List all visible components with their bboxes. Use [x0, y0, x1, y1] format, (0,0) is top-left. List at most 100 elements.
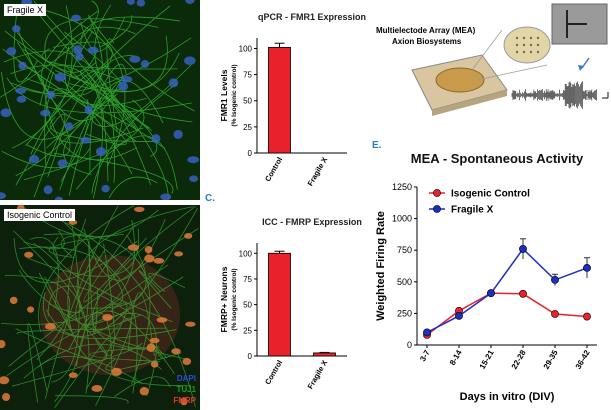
- neurite-fiber: [16, 32, 98, 73]
- cell-nucleus: [57, 159, 68, 168]
- cell-nucleus: [73, 45, 83, 55]
- neurite-fiber: [27, 323, 48, 403]
- y-tick-label: 750: [397, 245, 412, 255]
- neurite-fiber: [45, 205, 119, 399]
- neurite-fiber: [11, 342, 143, 387]
- cell-nucleus: [129, 55, 141, 63]
- neurite-fiber: [33, 55, 135, 198]
- mea-title-line2: Axion Biosystems: [392, 37, 462, 46]
- cell-nucleus: [150, 361, 159, 368]
- neurite-fiber: [59, 63, 127, 190]
- y-axis-label: FMRP+ Neurons: [219, 266, 229, 332]
- cell-nucleus: [0, 192, 6, 200]
- legend-marker: [433, 205, 441, 213]
- x-tick-label: Fragile X: [306, 156, 330, 188]
- neurite-fiber: [80, 17, 126, 52]
- neurite-fiber: [41, 48, 178, 70]
- neurite-fiber: [91, 82, 178, 194]
- x-tick-label: 3-7: [418, 348, 432, 363]
- neurite-fiber: [45, 208, 198, 337]
- y-axis-sublabel: (% Isogenic control): [231, 64, 238, 126]
- y-tick-label: 0: [248, 352, 253, 361]
- cell-nucleus: [156, 317, 168, 323]
- neurite-fiber: [52, 216, 196, 407]
- neurite-fiber: [55, 214, 124, 306]
- fragile-x-micrograph: Fragile X: [0, 0, 200, 200]
- neurite-fiber: [54, 317, 132, 408]
- cell-nucleus: [118, 81, 128, 92]
- data-point: [583, 312, 591, 321]
- neurite-fiber: [47, 285, 136, 317]
- cell-nucleus: [128, 244, 139, 251]
- chart-title: ICC - FMRP Expression: [262, 217, 362, 227]
- data-point: [487, 289, 495, 298]
- fragile-x-label: Fragile X: [4, 4, 47, 16]
- cell-nucleus: [173, 129, 183, 139]
- neurite-fiber: [86, 264, 169, 332]
- bar: [268, 47, 291, 154]
- neurite-fiber: [87, 75, 109, 182]
- neurite-fiber: [127, 292, 155, 357]
- neurite-fiber: [148, 273, 186, 292]
- cell-nucleus: [18, 61, 27, 70]
- x-tick-label: 22-28: [510, 348, 528, 371]
- neurite-fiber: [51, 208, 80, 383]
- neurite-fiber: [114, 376, 171, 398]
- y-tick-label: 1250: [392, 182, 412, 192]
- qpcr-chart: qPCR - FMR1 Expression 0 25 50 75 100 FMR1 Lev…: [219, 12, 366, 188]
- cell-nucleus: [0, 376, 10, 385]
- cell-nucleus: [91, 385, 103, 392]
- cell-nucleus: [140, 59, 150, 68]
- cell-nucleus: [43, 185, 53, 195]
- neurite-fiber: [11, 5, 73, 149]
- y-tick-label: 100: [239, 249, 253, 258]
- mea-line-chart: MEA - Spontaneous Activity 0 250 500 750 1000…: [375, 151, 597, 403]
- cell-nucleus: [185, 321, 196, 327]
- isogenic-control-micrograph-art: [0, 205, 200, 410]
- series-line: [426, 247, 588, 334]
- neurite-fiber: [44, 18, 159, 60]
- isogenic-control-micrograph: Isogenic Control DAPI TUJ1 FMRP: [0, 205, 200, 410]
- neurite-fiber: [33, 242, 90, 394]
- cell-nucleus: [182, 357, 192, 366]
- cell-nucleus: [28, 155, 40, 164]
- y-tick-label: 75: [243, 71, 252, 80]
- cell-nucleus: [15, 87, 27, 94]
- cell-nucleus: [187, 156, 200, 164]
- x-tick-label: Control: [263, 359, 284, 387]
- stain-dapi: DAPI: [176, 374, 196, 383]
- cell-nucleus: [44, 323, 56, 330]
- cell-nucleus: [136, 0, 146, 7]
- cell-nucleus: [180, 397, 188, 406]
- neurite-fiber: [13, 13, 38, 83]
- y-tick-label: 25: [243, 326, 252, 335]
- chart-title: MEA - Spontaneous Activity: [411, 151, 584, 166]
- cell-nucleus: [6, 47, 17, 56]
- neurite-fiber: [38, 356, 143, 385]
- x-tick-label: 29-35: [542, 348, 560, 371]
- cell-nucleus: [184, 56, 196, 66]
- neurite-fiber: [68, 80, 164, 196]
- cell-nucleus: [111, 367, 122, 376]
- neurite-fiber: [76, 310, 175, 375]
- data-point: [455, 312, 463, 320]
- cell-nucleus: [54, 72, 67, 82]
- neurite-fiber: [16, 41, 71, 157]
- y-tick-label: 50: [243, 301, 252, 310]
- bar: [313, 352, 336, 357]
- cell-nucleus: [9, 296, 18, 305]
- neurite-fiber: [0, 0, 99, 98]
- y-tick-label: 50: [243, 97, 252, 106]
- neurite-fiber: [92, 205, 197, 351]
- cell-nucleus: [121, 76, 133, 83]
- neurite-fiber: [16, 327, 167, 335]
- cell-nucleus: [40, 109, 51, 117]
- y-tick-label: 250: [397, 308, 412, 318]
- data-point: [551, 276, 559, 284]
- legend-marker: [433, 189, 441, 197]
- x-tick-label: Control: [263, 156, 284, 184]
- cell-nucleus: [95, 147, 107, 157]
- cell-nucleus: [171, 348, 181, 355]
- fragile-x-micrograph-art: [0, 0, 200, 200]
- neurite-fiber: [55, 395, 129, 404]
